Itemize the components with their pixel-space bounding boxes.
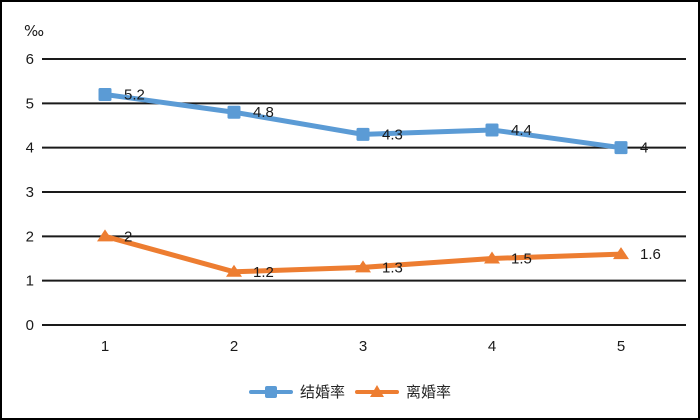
data-label: 1.3 bbox=[382, 259, 403, 276]
data-label: 4 bbox=[640, 140, 648, 157]
y-axis-unit-label: ‰ bbox=[24, 22, 45, 40]
data-point-marker-triangle bbox=[355, 260, 371, 273]
x-tick-label: 1 bbox=[101, 338, 109, 355]
y-tick-label: 3 bbox=[26, 184, 34, 201]
data-point-marker-square bbox=[98, 87, 112, 101]
y-tick-label: 2 bbox=[26, 228, 34, 245]
data-point-marker-triangle bbox=[97, 229, 113, 242]
data-point-marker-square bbox=[227, 105, 241, 119]
data-point-marker-square bbox=[485, 123, 499, 137]
y-tick-label: 4 bbox=[26, 140, 34, 157]
marriage-rate-line-square-icon bbox=[248, 385, 293, 399]
data-label: 5.2 bbox=[124, 86, 145, 103]
legend-label-marriage-rate: 结婚率 bbox=[299, 384, 345, 401]
x-tick-label: 4 bbox=[488, 338, 496, 355]
y-tick-label: 0 bbox=[26, 317, 34, 334]
data-label: 2 bbox=[124, 228, 132, 245]
data-point-marker-square bbox=[614, 141, 628, 155]
x-tick-label: 2 bbox=[230, 338, 238, 355]
legend: 结婚率 离婚率 bbox=[2, 381, 698, 402]
legend-label-divorce-rate: 离婚率 bbox=[406, 384, 452, 401]
y-tick-label: 6 bbox=[26, 51, 34, 68]
legend-item-marriage-rate: 结婚率 bbox=[248, 381, 345, 402]
data-point-marker-triangle bbox=[226, 264, 242, 277]
data-label: 1.5 bbox=[511, 251, 532, 268]
data-label: 4.3 bbox=[382, 126, 403, 143]
data-point-marker-square bbox=[356, 127, 370, 141]
divorce-rate-line-triangle-icon bbox=[355, 384, 399, 399]
y-tick-label: 5 bbox=[26, 95, 34, 112]
data-point-marker-triangle bbox=[613, 247, 629, 260]
data-label: 1.6 bbox=[640, 246, 661, 263]
legend-item-divorce-rate: 离婚率 bbox=[355, 381, 451, 402]
y-tick-label: 1 bbox=[26, 273, 34, 290]
data-point-marker-triangle bbox=[484, 251, 500, 264]
data-label: 4.8 bbox=[253, 104, 274, 121]
data-label: 1.2 bbox=[253, 264, 274, 281]
x-tick-label: 3 bbox=[359, 338, 367, 355]
x-tick-label: 5 bbox=[617, 338, 625, 355]
data-label: 4.4 bbox=[511, 122, 532, 139]
